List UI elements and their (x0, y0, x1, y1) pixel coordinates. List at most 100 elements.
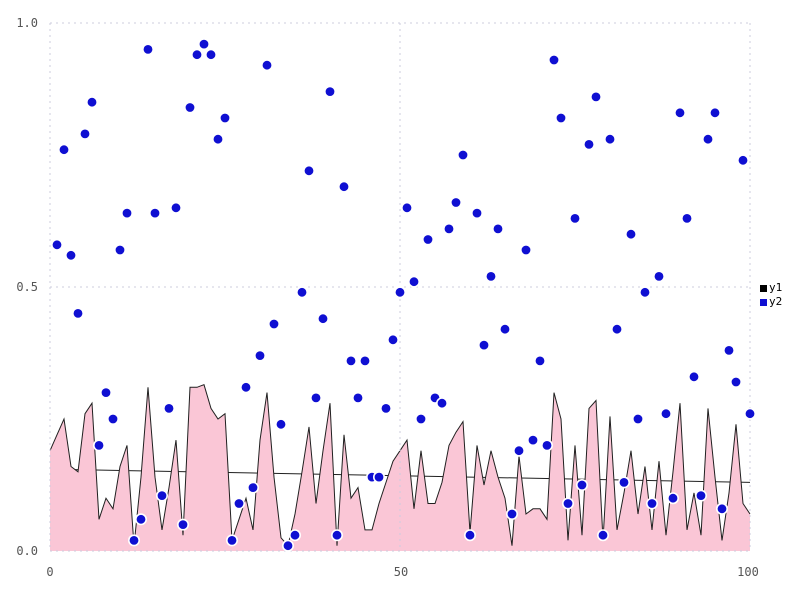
scatter-point (288, 529, 301, 542)
scatter-point (666, 492, 679, 505)
scatter-point (708, 106, 721, 119)
scatter-point (191, 48, 204, 61)
y2-scatter-series (50, 38, 756, 552)
scatter-point (722, 344, 735, 357)
scatter-point (638, 286, 651, 299)
scatter-point (407, 275, 420, 288)
scatter-point (170, 201, 183, 214)
scatter-point (687, 370, 700, 383)
scatter-point (547, 53, 560, 66)
scatter-point (421, 233, 434, 246)
scatter-point (121, 207, 134, 220)
scatter-point (281, 539, 294, 552)
scatter-point (226, 534, 239, 547)
scatter-point (323, 85, 336, 98)
scatter-point (603, 133, 616, 146)
scatter-point (477, 339, 490, 352)
scatter-point (617, 476, 630, 489)
scatter-point (470, 207, 483, 220)
scatter-point (680, 212, 693, 225)
scatter-point (156, 489, 169, 502)
scatter-point (247, 481, 260, 494)
scatter-point (484, 270, 497, 283)
scatter-point (344, 354, 357, 367)
scatter-point (498, 323, 511, 336)
scatter-point (72, 307, 85, 320)
x-tick-label-50: 50 (393, 565, 409, 579)
scatter-point (596, 529, 609, 542)
scatter-point (86, 96, 99, 109)
scatter-point (65, 249, 78, 262)
scatter-point (414, 412, 427, 425)
scatter-point (505, 507, 518, 520)
legend-item-y1: y1 (760, 281, 782, 295)
scatter-point (456, 149, 469, 162)
scatter-point (449, 196, 462, 209)
scatter-point (274, 418, 287, 431)
scatter-point (589, 90, 602, 103)
scatter-point (100, 386, 113, 399)
scatter-point (610, 323, 623, 336)
scatter-point (463, 529, 476, 542)
legend: y1 y2 (760, 281, 782, 309)
scatter-point (386, 333, 399, 346)
y1-swatch (760, 284, 767, 292)
scatter-point (400, 201, 413, 214)
scatter-point (379, 402, 392, 415)
scatter-point (736, 154, 749, 167)
scatter-point (93, 439, 106, 452)
scatter-point (57, 143, 70, 156)
scatter-point (659, 407, 672, 420)
scatter-point (715, 502, 728, 515)
scatter-point (316, 312, 329, 325)
scatter-point (135, 513, 148, 526)
scatter-point (645, 497, 658, 510)
scatter-point (337, 180, 350, 193)
scatter-point (652, 270, 665, 283)
scatter-point (184, 101, 197, 114)
x-tick-label-0: 0 (46, 565, 54, 579)
scatter-point (743, 407, 756, 420)
scatter-point (309, 391, 322, 404)
y-tick-label-0.5: 0.5 (16, 280, 38, 294)
scatter-point (554, 112, 567, 125)
scatter-point (533, 354, 546, 367)
scatter-point (694, 489, 707, 502)
scatter-point (163, 402, 176, 415)
scatter-point (254, 349, 267, 362)
y2-swatch (760, 298, 767, 306)
scatter-point (79, 127, 92, 140)
scatter-point (50, 238, 63, 251)
scatter-point (729, 375, 742, 388)
scatter-point (260, 59, 273, 72)
scatter-point (561, 497, 574, 510)
scatter-point (302, 164, 315, 177)
scatter-point (107, 412, 120, 425)
scatter-point (582, 138, 595, 151)
scatter-point (233, 497, 246, 510)
scatter-point (701, 133, 714, 146)
scatter-point (673, 106, 686, 119)
scatter-point (351, 391, 364, 404)
scatter-point (568, 212, 581, 225)
scatter-point (198, 38, 211, 51)
scatter-point (177, 518, 190, 531)
scatter-point (128, 534, 141, 547)
scatter-point (114, 244, 127, 257)
scatter-point (358, 354, 371, 367)
scatter-point (330, 529, 343, 542)
scatter-point (631, 412, 644, 425)
scatter-point (212, 133, 225, 146)
scatter-point (442, 222, 455, 235)
scatter-point (512, 444, 525, 457)
scatter-point (240, 381, 253, 394)
scatter-point (526, 434, 539, 447)
scatter-point (219, 112, 232, 125)
y-tick-label-0.0: 0.0 (16, 544, 38, 558)
scatter-point (491, 222, 504, 235)
y-tick-label-1.0: 1.0 (16, 16, 38, 30)
scatter-point (372, 471, 385, 484)
legend-label-y2: y2 (769, 295, 783, 308)
